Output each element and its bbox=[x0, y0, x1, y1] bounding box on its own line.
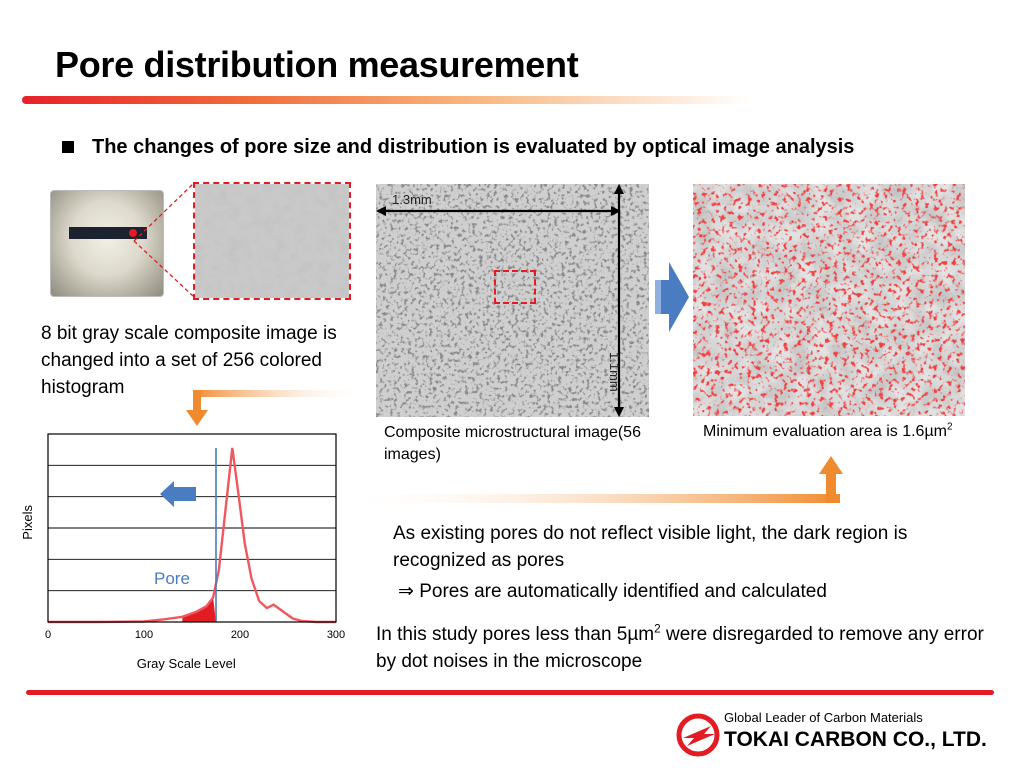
study-note-part1: In this study pores less than 5µm bbox=[376, 624, 655, 645]
study-note: In this study pores less than 5µm2 were … bbox=[376, 621, 1006, 675]
x-tick-label: 100 bbox=[135, 629, 153, 641]
connector-line-top bbox=[133, 183, 194, 242]
page-title: Pore distribution measurement bbox=[55, 44, 579, 85]
sample-photo bbox=[50, 190, 164, 297]
left-arrow-icon bbox=[160, 481, 196, 507]
pores-result: ⇒ Pores are automatically identified and… bbox=[398, 581, 827, 602]
connector-line-bottom bbox=[133, 240, 194, 297]
composite-caption: Composite microstructural image(56 image… bbox=[384, 424, 641, 463]
x-tick-label: 0 bbox=[45, 629, 51, 641]
dim-v-arrow-bottom bbox=[614, 407, 624, 417]
x-axis-label: Gray Scale Level bbox=[137, 656, 236, 671]
title-underline bbox=[22, 96, 752, 104]
bullet-heading: The changes of pore size and distributio… bbox=[92, 136, 855, 158]
sample-marker bbox=[129, 229, 137, 237]
study-note-part2: were disregarded to remove any error by … bbox=[376, 624, 984, 672]
y-axis-label: Pixels bbox=[20, 505, 35, 540]
chart-grid bbox=[48, 464, 336, 592]
pore-annotation: Pore bbox=[154, 569, 190, 588]
dimension-vertical-label: 1.1mm bbox=[607, 352, 622, 392]
zoom-region-box bbox=[494, 270, 536, 304]
x-tick-label: 300 bbox=[327, 629, 345, 641]
zoomed-micrograph bbox=[193, 182, 351, 300]
dim-h-arrow-left bbox=[376, 206, 386, 216]
dimension-horizontal-label: 1.3mm bbox=[392, 192, 432, 207]
sample-bar bbox=[69, 227, 147, 239]
histogram-chart: 0 100 200 300 Pore Gray Scale Level Pixels bbox=[20, 433, 345, 671]
x-tick-label: 200 bbox=[231, 629, 249, 641]
footer-company-name: TOKAI CARBON CO., LTD. bbox=[724, 728, 987, 751]
pore-area-fill bbox=[182, 597, 216, 622]
chart-frame bbox=[47, 433, 337, 623]
bullet-square-icon bbox=[62, 141, 74, 153]
company-logo-icon bbox=[676, 713, 720, 757]
histogram-line bbox=[48, 447, 336, 624]
composite-micrograph bbox=[376, 184, 649, 417]
footer-tagline: Global Leader of Carbon Materials bbox=[724, 710, 923, 725]
min-area-caption: Minimum evaluation area is 1.6µm2 bbox=[703, 421, 993, 443]
study-note-superscript: 2 bbox=[654, 622, 661, 636]
up-arrow-icon bbox=[340, 456, 843, 503]
min-area-superscript: 2 bbox=[946, 421, 953, 433]
pore-colored-micrograph bbox=[693, 184, 965, 416]
right-arrow-icon bbox=[655, 262, 689, 332]
min-area-text: Minimum evaluation area is 1.6µm bbox=[703, 423, 947, 440]
footer-rule bbox=[26, 690, 994, 695]
down-arrow-icon bbox=[186, 390, 368, 426]
dim-v-arrow-top bbox=[614, 184, 624, 194]
histogram-description: 8 bit gray scale composite image is chan… bbox=[41, 323, 337, 398]
pores-explanation: As existing pores do not reflect visible… bbox=[393, 523, 908, 571]
x-tick-labels: 0 100 200 300 bbox=[45, 629, 345, 641]
dim-h-arrow-right bbox=[611, 206, 621, 216]
